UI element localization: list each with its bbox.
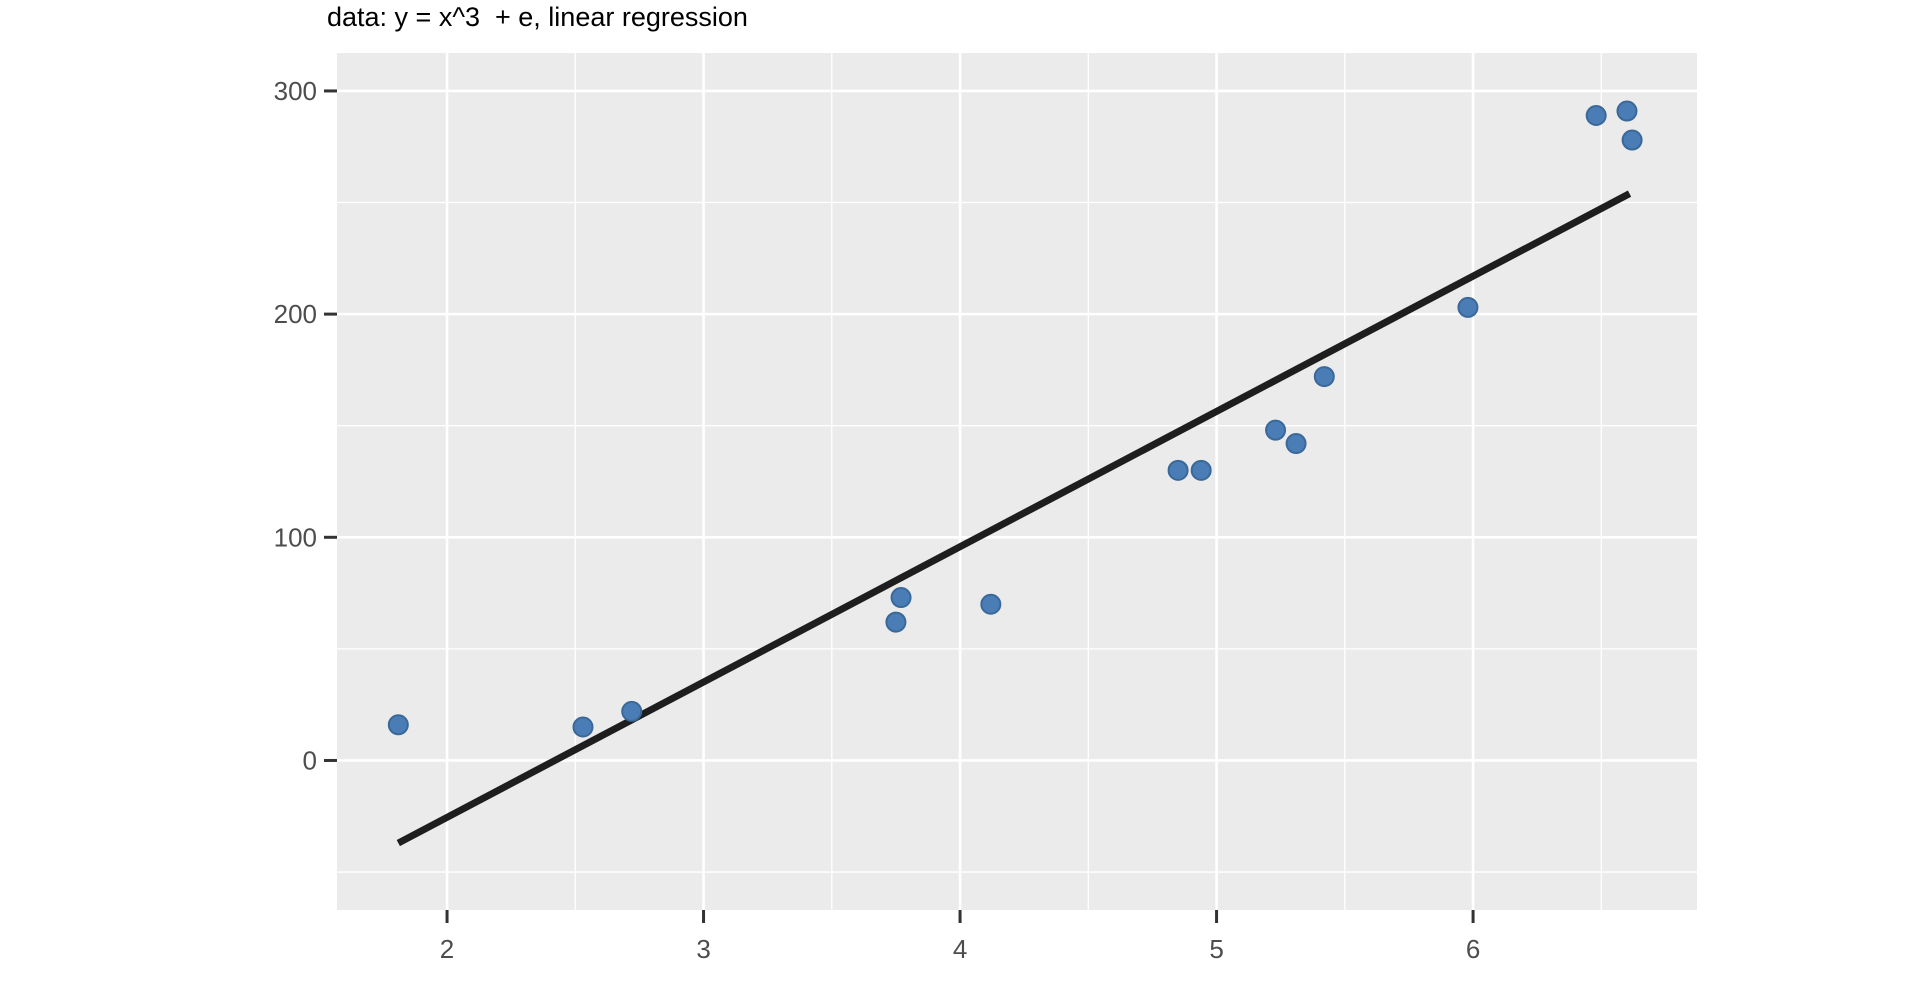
data-point <box>890 587 912 609</box>
x-tick-label: 2 <box>440 934 454 964</box>
data-point <box>621 700 643 722</box>
data-point <box>1616 100 1638 122</box>
regression-line <box>396 190 1632 847</box>
data-point <box>387 714 409 736</box>
y-tick-label: 0 <box>303 745 317 775</box>
plot-panel <box>337 53 1697 910</box>
x-tick-label: 3 <box>696 934 710 964</box>
y-tick-label: 200 <box>274 299 317 329</box>
x-tick-label: 4 <box>953 934 967 964</box>
data-point <box>980 593 1002 615</box>
data-point <box>1621 129 1643 151</box>
data-point <box>1313 366 1335 388</box>
x-tick-label: 5 <box>1209 934 1223 964</box>
chart-title: data: y = x^3 + e, linear regression <box>327 2 748 32</box>
data-point <box>1457 296 1479 318</box>
x-tick-label: 6 <box>1466 934 1480 964</box>
data-point <box>1167 459 1189 481</box>
data-point <box>1285 433 1307 455</box>
data-point <box>1585 104 1607 126</box>
y-tick-label: 100 <box>274 522 317 552</box>
data-point <box>1190 459 1212 481</box>
data-point <box>1265 419 1287 441</box>
data-point <box>572 716 594 738</box>
data-point <box>885 611 907 633</box>
y-tick-label: 300 <box>274 76 317 106</box>
